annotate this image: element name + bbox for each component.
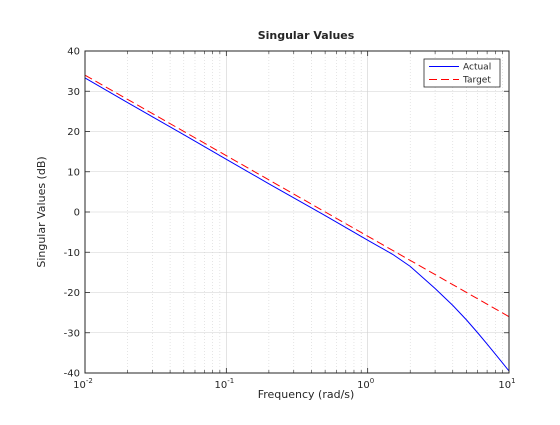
- x-axis-label: Frequency (rad/s): [258, 388, 355, 401]
- y-tick-label: -20: [64, 288, 80, 299]
- x-tick-label: 10-1: [214, 377, 234, 391]
- series-line-target: [84, 74, 510, 318]
- y-tick-label: 20: [67, 127, 80, 138]
- y-tick-label: 0: [74, 208, 80, 219]
- y-tick-label: -30: [64, 328, 80, 339]
- tick-marks: [84, 50, 510, 374]
- y-tick-label: 40: [67, 47, 80, 58]
- series-line-actual: [84, 77, 510, 372]
- x-tick-label: 100: [357, 377, 374, 391]
- legend-label-target: Target: [462, 76, 491, 86]
- y-tick-label: -40: [64, 369, 80, 380]
- y-axis-label: Singular Values (dB): [35, 156, 48, 267]
- legend-box: [423, 58, 501, 88]
- chart-title: Singular Values: [258, 29, 355, 42]
- y-tick-labels: 40 30 20 10 0 -10 -20 -30 -40: [64, 47, 80, 380]
- legend: Actual Target: [423, 58, 501, 88]
- y-tick-label: 30: [67, 87, 80, 98]
- legend-label-actual: Actual: [463, 63, 491, 73]
- x-tick-label: 101: [498, 377, 515, 391]
- y-tick-label: 10: [67, 167, 80, 178]
- series-layer: [84, 74, 510, 372]
- grid: [84, 50, 510, 374]
- y-tick-label: -10: [64, 248, 80, 259]
